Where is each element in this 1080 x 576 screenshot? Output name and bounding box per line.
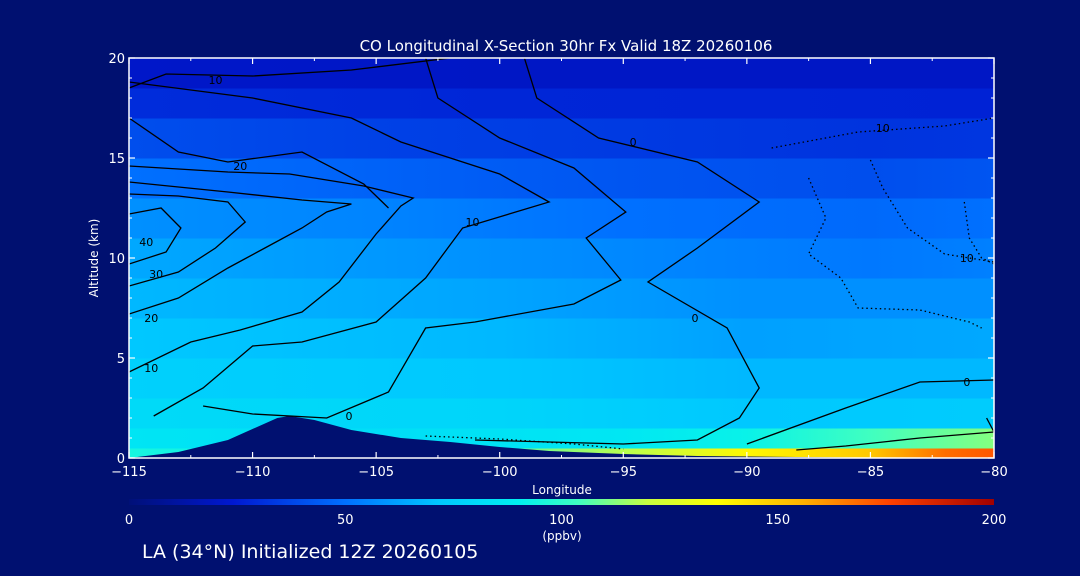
field-cell	[623, 158, 871, 199]
co-field-heatmap	[129, 58, 994, 458]
field-cell	[746, 318, 994, 359]
field-cell	[870, 238, 994, 279]
field-cell	[746, 398, 994, 429]
y-tick-label: 15	[108, 152, 125, 167]
field-cell	[746, 448, 871, 458]
field-cell	[623, 238, 871, 279]
contour-line	[129, 117, 389, 209]
contour-label: 10	[209, 74, 223, 87]
field-cell	[376, 198, 624, 239]
y-axis-label: Altitude (km)	[87, 219, 101, 298]
x-tick-label: −110	[235, 465, 271, 480]
field-cell	[623, 448, 748, 458]
colorbar-ticks: 0 50 100 150 200	[125, 513, 1007, 528]
contour-line	[202, 58, 627, 419]
contour-line	[129, 81, 551, 417]
x-tick-label: −100	[482, 465, 518, 480]
field-cell	[129, 198, 377, 239]
contour-label: 0	[345, 410, 352, 423]
contour-label: 10	[876, 122, 890, 135]
field-cell	[944, 448, 994, 458]
field-cell	[129, 278, 501, 319]
contour-label: 10	[144, 362, 158, 375]
field-cell	[129, 118, 377, 159]
colorbar-unit: (ppbv)	[542, 529, 581, 543]
field-cell	[499, 278, 748, 319]
contour-label: 10	[960, 252, 974, 265]
field-cell	[870, 428, 994, 449]
x-tick-label: −95	[610, 465, 637, 480]
field-cell	[376, 158, 624, 199]
contour-label: 20	[144, 312, 158, 325]
x-tick-label: −85	[857, 465, 884, 480]
colorbar-tick-label: 150	[765, 513, 790, 528]
terrain-mask	[129, 416, 994, 458]
field-cell	[129, 158, 377, 199]
y-tick-label: 5	[117, 352, 125, 367]
footer-init-label: LA (34°N) Initialized 12Z 20260105	[142, 541, 479, 563]
contour-line	[746, 379, 994, 445]
y-tick-label: 0	[117, 452, 125, 467]
dotted-contour-line	[425, 435, 624, 450]
field-cell	[129, 88, 501, 119]
contour-label: 0	[630, 136, 637, 149]
y-tick-label: 20	[108, 52, 125, 67]
field-cell	[376, 238, 624, 279]
field-cell	[623, 428, 748, 449]
contour-line	[796, 417, 994, 451]
field-cell	[746, 278, 994, 319]
field-cell	[870, 198, 994, 239]
contour-label: 30	[149, 268, 163, 281]
contour-line	[129, 207, 182, 265]
contour-label: 0	[691, 312, 698, 325]
y-axis-ticks: 0 5 10 15 20	[108, 52, 994, 467]
x-tick-label: −115	[111, 465, 147, 480]
field-cell	[870, 118, 994, 159]
x-tick-label: −90	[733, 465, 760, 480]
field-cell	[499, 358, 748, 399]
contour-label: 20	[233, 160, 247, 173]
x-tick-label: −80	[980, 465, 1007, 480]
contour-label: 40	[139, 236, 153, 249]
contour-labels: 10 20 30 40 20 10 10 0 0 0 0 10 10	[139, 74, 974, 423]
colorbar-tick-label: 100	[549, 513, 574, 528]
contour-line	[129, 165, 415, 373]
colorbar-tick-label: 0	[125, 513, 133, 528]
field-cell	[870, 448, 946, 458]
field-cell	[129, 358, 501, 399]
contour-label: 0	[963, 376, 970, 389]
field-cell	[623, 118, 871, 159]
x-axis-label: Longitude	[532, 483, 592, 497]
field-cell	[129, 58, 501, 89]
field-cell	[623, 198, 871, 239]
contour-line	[129, 58, 500, 89]
y-tick-label: 10	[108, 252, 125, 267]
dotted-contour-line	[807, 177, 982, 329]
field-cell	[870, 158, 994, 199]
field-cell	[499, 398, 748, 429]
chart-title: CO Longitudinal X-Section 30hr Fx Valid …	[360, 37, 773, 55]
field-cell	[746, 358, 994, 399]
colorbar	[129, 499, 994, 505]
colorbar-tick-label: 200	[982, 513, 1007, 528]
dotted-contour-line	[771, 117, 994, 149]
dotted-contour-line	[869, 159, 994, 263]
field-cell	[499, 318, 748, 359]
contour-line	[129, 193, 247, 287]
contour-line	[129, 181, 352, 315]
contour-line	[474, 58, 761, 445]
dotted-contour-line	[963, 201, 994, 265]
contour-lines	[129, 58, 994, 451]
field-cell	[499, 88, 994, 119]
contour-label: 10	[466, 216, 480, 229]
x-tick-label: −105	[358, 465, 394, 480]
field-cell	[129, 238, 377, 279]
colorbar-tick-label: 50	[337, 513, 354, 528]
x-axis-ticks: −115 −110 −105 −100 −95 −90 −85 −80	[111, 58, 1008, 480]
